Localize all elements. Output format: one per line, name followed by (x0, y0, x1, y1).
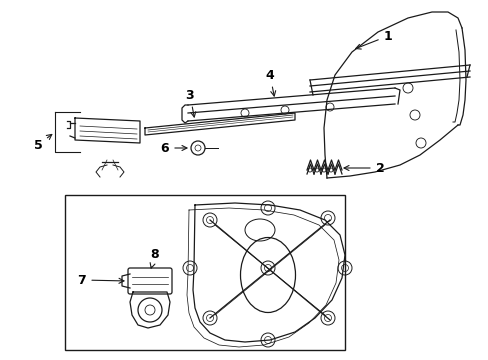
Text: 2: 2 (344, 162, 384, 175)
Text: 3: 3 (185, 89, 195, 117)
Text: 8: 8 (150, 248, 159, 268)
Text: 6: 6 (161, 141, 186, 154)
Text: 4: 4 (265, 68, 275, 96)
Text: 5: 5 (34, 134, 52, 152)
Bar (65, 195, 345, 350)
Text: 7: 7 (78, 274, 124, 287)
Text: 1: 1 (355, 30, 391, 49)
